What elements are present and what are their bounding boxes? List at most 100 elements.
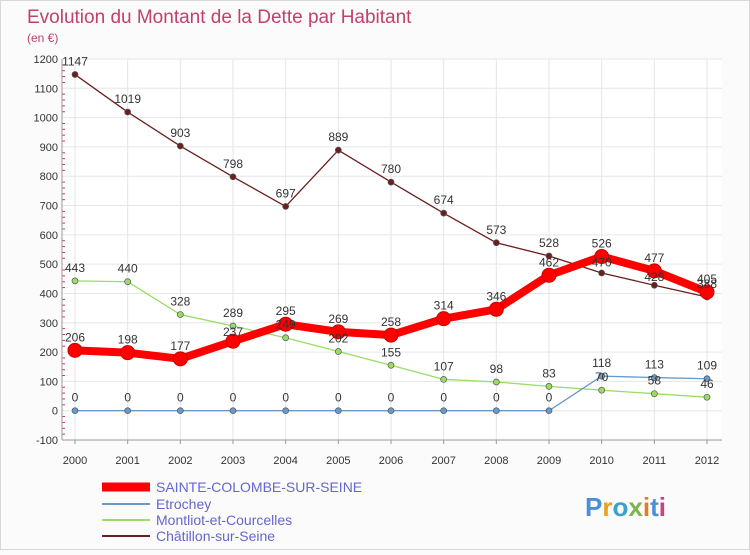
- data-label: 109: [697, 359, 717, 373]
- data-point: [646, 263, 662, 279]
- data-label: 107: [434, 359, 454, 373]
- logo-letter: x: [628, 492, 643, 522]
- legend-label: Montliot-et-Courcelles: [156, 512, 292, 528]
- data-point: [650, 390, 658, 398]
- data-label-layer: 206 198 177 295 269 258 314 346 462 526 477 405 0 0 0 0…: [62, 55, 717, 405]
- y-tick-label: 1000: [34, 113, 58, 125]
- data-label: 526: [592, 237, 612, 251]
- data-label: 674: [434, 193, 454, 207]
- y-tick-label: 0: [52, 406, 58, 418]
- data-label: 118: [592, 356, 611, 370]
- data-label: 0: [72, 391, 79, 405]
- data-label: 113: [645, 358, 664, 372]
- data-label: 0: [124, 391, 131, 405]
- x-tick-label: 2004: [273, 455, 297, 467]
- data-point: [440, 375, 448, 383]
- y-tick-label: 400: [40, 288, 58, 300]
- data-point: [229, 407, 237, 415]
- logo-letter: r: [602, 492, 612, 522]
- x-tick-label: 2005: [326, 455, 350, 467]
- data-label: 70: [595, 370, 609, 384]
- chart-subtitle: (en €): [27, 31, 58, 45]
- data-label: 0: [230, 391, 237, 405]
- x-tick-label: 2000: [63, 455, 87, 467]
- x-tick-label: 2007: [431, 455, 455, 467]
- data-label: 98: [490, 362, 504, 376]
- legend-label: Châtillon-sur-Seine: [156, 528, 275, 544]
- data-label: 269: [328, 312, 348, 326]
- data-point: [387, 361, 395, 369]
- data-label: 46: [700, 377, 714, 391]
- data-point: [71, 407, 79, 415]
- data-label: 202: [328, 331, 348, 345]
- axis-layer: -100010020030040050060070080090010001100…: [34, 54, 722, 467]
- data-label: 903: [170, 126, 190, 140]
- proxiti-logo: Proxiti: [585, 492, 666, 522]
- legend-label: SAINTE-COLOMBE-SUR-SEINE: [156, 479, 362, 495]
- data-point: [492, 378, 500, 386]
- data-point: [488, 301, 504, 317]
- data-point: [699, 284, 715, 300]
- data-label: 443: [65, 261, 85, 275]
- data-label: 388: [697, 277, 717, 291]
- data-label: 58: [648, 374, 662, 388]
- data-point: [124, 108, 132, 116]
- data-point: [282, 334, 290, 342]
- data-point: [598, 386, 606, 394]
- series-layer: [67, 71, 715, 415]
- data-point: [492, 239, 500, 247]
- data-label: 295: [276, 304, 296, 318]
- data-label: 889: [328, 130, 348, 144]
- data-point: [124, 407, 132, 415]
- data-label: 198: [118, 333, 138, 347]
- x-tick-label: 2003: [221, 455, 245, 467]
- data-point: [120, 345, 136, 361]
- data-label: 780: [381, 162, 401, 176]
- data-point: [436, 311, 452, 327]
- x-tick-label: 2002: [168, 455, 192, 467]
- data-point: [176, 311, 184, 318]
- logo-letter: P: [585, 492, 602, 522]
- data-point: [440, 209, 448, 217]
- logo-letter: i: [659, 492, 666, 522]
- data-label: 0: [493, 391, 500, 405]
- plot-area: [62, 59, 722, 440]
- data-label: 258: [381, 315, 401, 329]
- y-tick-label: 200: [40, 347, 58, 359]
- data-point: [334, 348, 342, 355]
- y-tick-label: 700: [40, 201, 58, 213]
- data-point: [330, 324, 346, 340]
- data-point: [334, 146, 342, 154]
- data-point: [282, 203, 290, 210]
- x-tick-label: 2001: [115, 455, 139, 467]
- data-label: 314: [434, 299, 454, 313]
- data-point: [650, 374, 658, 381]
- data-point: [176, 407, 184, 415]
- x-tick-label: 2008: [484, 455, 508, 467]
- data-label: 477: [644, 251, 664, 265]
- data-label: 0: [440, 391, 447, 405]
- data-label: 155: [381, 345, 401, 359]
- data-point: [440, 407, 448, 415]
- y-tick-label: 900: [40, 142, 58, 154]
- data-label: 0: [282, 391, 289, 405]
- data-label: 177: [170, 339, 190, 353]
- logo-letter: o: [612, 492, 628, 522]
- legend: SAINTE-COLOMBE-SUR-SEINEEtrocheyMontliot…: [102, 479, 362, 544]
- data-point: [71, 277, 79, 285]
- data-point: [278, 316, 294, 332]
- chart-title: Evolution du Montant de la Dette par Hab…: [27, 7, 412, 28]
- data-label: 573: [486, 223, 506, 237]
- data-label: 0: [335, 391, 342, 405]
- data-label: 0: [388, 391, 395, 405]
- data-label: 697: [276, 186, 296, 200]
- y-tick-label: -100: [36, 435, 58, 447]
- data-label: 428: [644, 270, 664, 284]
- data-label: 1147: [62, 55, 88, 69]
- data-point: [492, 407, 500, 415]
- x-tick-label: 2010: [589, 455, 613, 467]
- data-label: 0: [546, 391, 553, 405]
- data-point: [383, 327, 399, 343]
